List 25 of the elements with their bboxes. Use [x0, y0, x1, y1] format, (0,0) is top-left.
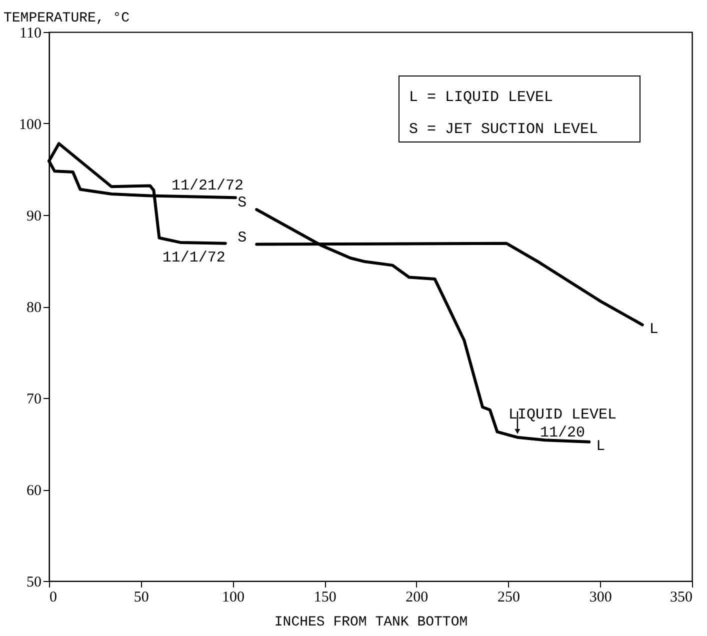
- y-tick-label: 70: [26, 392, 42, 408]
- y-tick-label: 100: [19, 117, 42, 133]
- x-tick-label: 150: [314, 590, 336, 606]
- y-tick-label: 90: [26, 208, 42, 224]
- annotation: S: [238, 229, 247, 246]
- x-axis-title: INCHES FROM TANK BOTTOM: [274, 614, 468, 630]
- annotation: L: [649, 320, 658, 338]
- y-axis-title: TEMPERATURE, °C: [4, 10, 130, 26]
- y-tick-label: 60: [26, 483, 42, 499]
- x-tick-label: 200: [406, 590, 428, 606]
- annotation: L = LIQUID LEVEL: [409, 89, 554, 106]
- x-tick-label: 300: [589, 590, 612, 606]
- x-tick-label: 100: [222, 590, 244, 606]
- annotation: S = JET SUCTION LEVEL: [409, 121, 598, 138]
- annotation: S: [238, 194, 247, 212]
- y-tick-label: 80: [26, 300, 42, 316]
- y-tick-label: 110: [20, 26, 42, 42]
- x-tick-label: 250: [498, 590, 520, 606]
- series-label: 11/21/72: [171, 178, 244, 195]
- x-tick-label: 50: [134, 590, 149, 606]
- annotation: L: [596, 438, 606, 455]
- x-tick-label: 0: [50, 590, 57, 606]
- y-tick-label: 50: [26, 574, 42, 590]
- x-tick-label: 350: [670, 590, 692, 606]
- series-label: 11/1/72: [162, 249, 226, 266]
